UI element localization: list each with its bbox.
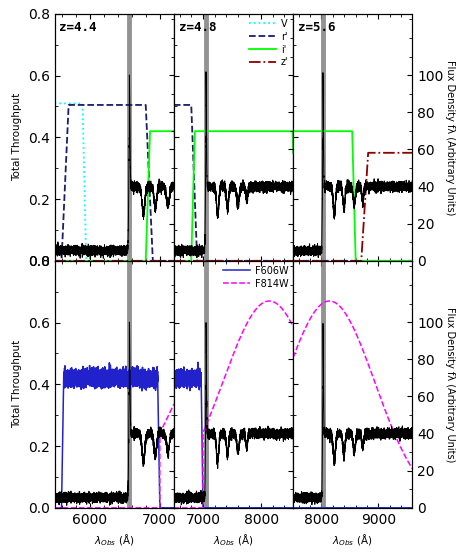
Legend: V, r', i', z': V, r', i', z' bbox=[249, 19, 288, 68]
Y-axis label: Flux Density fλ (Arbitrary Units): Flux Density fλ (Arbitrary Units) bbox=[445, 307, 455, 462]
Text: z=4.4: z=4.4 bbox=[59, 21, 97, 34]
Y-axis label: Flux Density fλ (Arbitrary Units): Flux Density fλ (Arbitrary Units) bbox=[445, 60, 455, 215]
Text: z=4.8: z=4.8 bbox=[179, 21, 216, 34]
X-axis label: $\lambda_{Obs}$ (Å): $\lambda_{Obs}$ (Å) bbox=[213, 532, 254, 548]
X-axis label: $\lambda_{Obs}$ (Å): $\lambda_{Obs}$ (Å) bbox=[94, 532, 135, 548]
Text: z=5.6: z=5.6 bbox=[298, 21, 336, 34]
Legend: F606W, F814W: F606W, F814W bbox=[222, 266, 288, 289]
Y-axis label: Total Throughput: Total Throughput bbox=[12, 340, 22, 428]
X-axis label: $\lambda_{Obs}$ (Å): $\lambda_{Obs}$ (Å) bbox=[332, 532, 373, 548]
Y-axis label: Total Throughput: Total Throughput bbox=[12, 93, 22, 181]
